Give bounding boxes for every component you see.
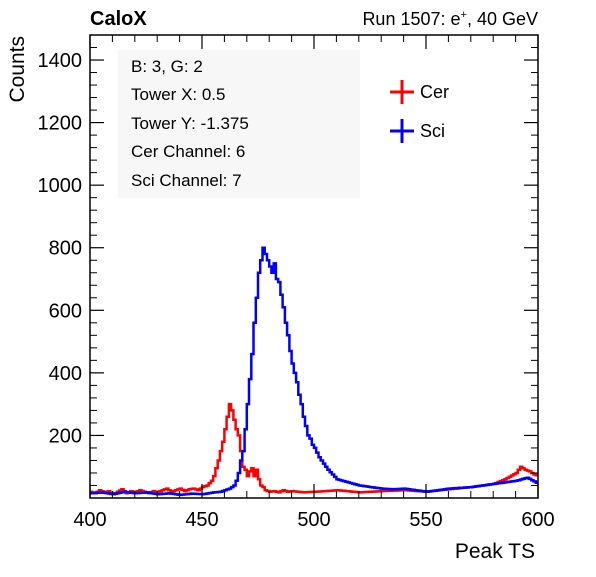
y-tick-label: 1200 — [38, 113, 83, 135]
series-sci-line — [90, 246, 538, 497]
header-right-title: Run 1507: e+, 40 GeV — [362, 9, 538, 29]
legend-marker-cer — [390, 80, 414, 104]
info-line-4: Cer Channel: 6 — [131, 142, 245, 161]
legend-marker-sci — [390, 119, 414, 143]
legend-label-sci: Sci — [420, 121, 445, 141]
info-line-2: Tower X: 0.5 — [131, 85, 226, 104]
legend: Cer Sci — [390, 80, 449, 143]
x-tick-label: 450 — [185, 509, 218, 531]
y-tick-label: 1000 — [38, 175, 83, 197]
y-tick-label: 400 — [49, 363, 82, 385]
x-tick-label: 600 — [521, 509, 554, 531]
y-axis-label: Counts — [6, 36, 29, 103]
x-tick-label: 500 — [297, 509, 330, 531]
header-right-title-suffix: , 40 GeV — [467, 9, 538, 29]
x-tick-label: 400 — [73, 509, 106, 531]
info-line-3: Tower Y: -1.375 — [131, 114, 249, 133]
info-line-1: B: 3, G: 2 — [131, 57, 203, 76]
y-tick-label: 600 — [49, 300, 82, 322]
x-axis-label: Peak TS — [455, 540, 535, 563]
y-tick-label: 200 — [49, 425, 82, 447]
axes: 400 450 500 550 600 200 400 600 800 1000 1200 1400 — [38, 34, 555, 531]
header-left-title: CaloX — [90, 8, 147, 30]
y-tick-label: 800 — [49, 238, 82, 260]
y-tick-label: 1400 — [38, 50, 83, 72]
x-tick-label: 550 — [409, 509, 442, 531]
header-right-title-prefix: Run 1507: e — [362, 9, 460, 29]
header-right-title-superscript: + — [461, 9, 467, 21]
series-cer-line — [90, 402, 538, 496]
series-layer — [90, 246, 538, 497]
info-line-5: Sci Channel: 7 — [131, 171, 242, 190]
info-box — [118, 50, 360, 198]
legend-label-cer: Cer — [420, 82, 449, 102]
